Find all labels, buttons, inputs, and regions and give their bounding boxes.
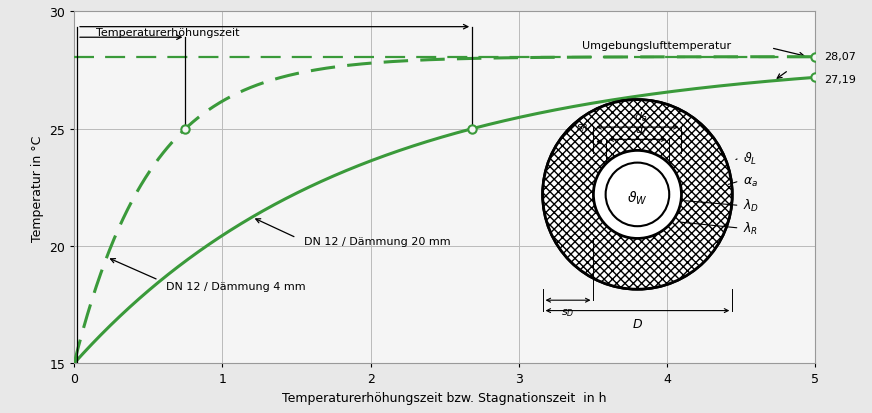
X-axis label: Temperaturerhöhungszeit bzw. Stagnationszeit  in h: Temperaturerhöhungszeit bzw. Stagnations… bbox=[283, 391, 607, 404]
Text: DN 12 / Dämmung 20 mm: DN 12 / Dämmung 20 mm bbox=[304, 237, 451, 247]
Text: 27,19: 27,19 bbox=[824, 74, 856, 84]
Text: 28,07: 28,07 bbox=[824, 52, 856, 62]
Text: DN 12 / Dämmung 4 mm: DN 12 / Dämmung 4 mm bbox=[166, 281, 306, 291]
Text: Umgebungslufttemperatur: Umgebungslufttemperatur bbox=[582, 41, 731, 51]
Y-axis label: Temperatur in °C: Temperatur in °C bbox=[31, 135, 44, 241]
Text: Temperaturerhöhungszeit: Temperaturerhöhungszeit bbox=[97, 28, 240, 38]
